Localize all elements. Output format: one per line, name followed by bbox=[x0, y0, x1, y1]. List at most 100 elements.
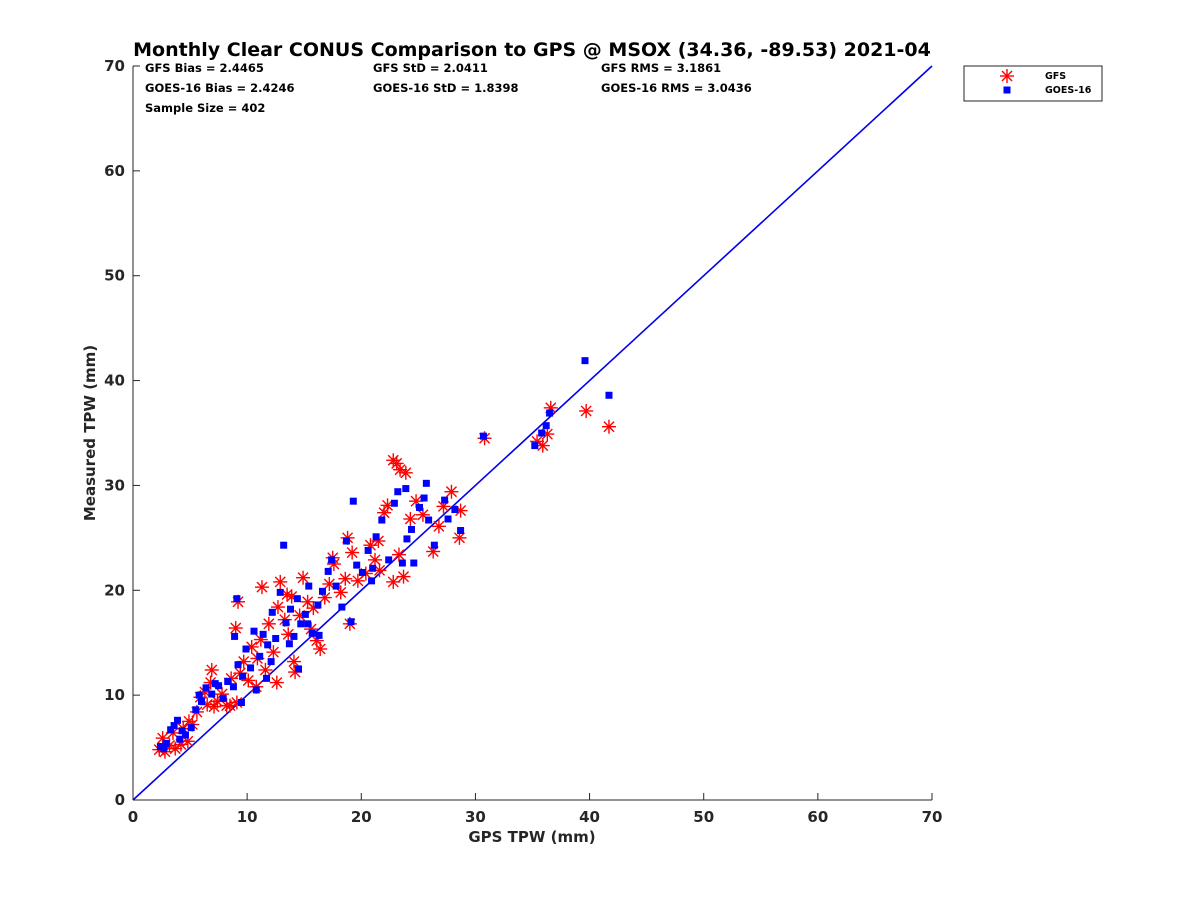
goes-16-point bbox=[293, 595, 301, 603]
y-tick-label: 20 bbox=[104, 581, 125, 599]
goes-16-point bbox=[402, 485, 410, 493]
goes-16-point bbox=[182, 731, 190, 739]
gfs-point bbox=[223, 698, 238, 713]
gfs-std-text: GFS StD = 2.0411 bbox=[373, 61, 488, 75]
goes-16-point bbox=[280, 541, 288, 549]
goes-bias-text: GOES-16 Bias = 2.4246 bbox=[145, 81, 294, 95]
y-tick-label: 50 bbox=[104, 267, 125, 285]
goes-16-point bbox=[394, 488, 402, 496]
goes-16-point bbox=[219, 694, 227, 702]
goes-16-point bbox=[398, 559, 406, 567]
goes-16-point bbox=[178, 727, 186, 735]
goes-16-point bbox=[234, 661, 242, 669]
y-ticks: 0 10 20 30 40 50 60 70 bbox=[104, 57, 140, 809]
goes-16-point bbox=[422, 479, 430, 487]
goes-16-point bbox=[531, 442, 539, 450]
gfs-point bbox=[269, 675, 284, 690]
legend-goes-16-marker bbox=[1003, 86, 1011, 94]
gfs-point bbox=[338, 571, 353, 586]
legend-gfs-marker bbox=[1000, 69, 1014, 83]
gfs-point bbox=[386, 453, 401, 468]
gfs-point bbox=[244, 639, 259, 654]
goes-16-point bbox=[308, 629, 316, 637]
y-tick-label: 30 bbox=[104, 476, 125, 494]
chart-title: Monthly Clear CONUS Comparison to GPS @ … bbox=[133, 39, 931, 61]
goes-16-point bbox=[202, 684, 210, 692]
x-tick-label: 20 bbox=[351, 808, 372, 826]
goes-16-point bbox=[237, 698, 245, 706]
goes-16-point bbox=[441, 496, 449, 504]
goes-16-point bbox=[242, 645, 250, 653]
gfs-point bbox=[386, 574, 401, 589]
goes-16-point bbox=[444, 515, 452, 523]
goes-16-point bbox=[546, 409, 554, 417]
axes bbox=[132, 66, 932, 801]
y-tick-label: 10 bbox=[104, 686, 125, 704]
goes-16-point bbox=[167, 726, 175, 734]
goes-16-point bbox=[318, 587, 326, 595]
goes-16-point bbox=[420, 494, 428, 502]
goes-16-point bbox=[314, 601, 322, 609]
gfs-bias-text: GFS Bias = 2.4465 bbox=[145, 61, 264, 75]
goes-16-point bbox=[208, 690, 216, 698]
x-tick-label: 10 bbox=[237, 808, 258, 826]
x-tick-label: 60 bbox=[807, 808, 828, 826]
gfs-point bbox=[579, 403, 594, 418]
legend-goes-16-square bbox=[1003, 86, 1011, 94]
goes-16-point bbox=[197, 697, 205, 705]
gfs-point bbox=[207, 699, 222, 714]
goes-16-point bbox=[211, 680, 219, 688]
goes-16-point bbox=[290, 632, 298, 640]
goes-std-text: GOES-16 StD = 1.8398 bbox=[373, 81, 518, 95]
goes-16-point bbox=[408, 525, 416, 533]
goes-16-point bbox=[239, 672, 247, 680]
goes-16-point bbox=[295, 665, 303, 673]
goes-16-point bbox=[304, 620, 312, 628]
goes-16-point bbox=[390, 499, 398, 507]
legend-gfs-asterisk bbox=[1000, 69, 1014, 83]
goes-16-point bbox=[430, 541, 438, 549]
gfs-point bbox=[345, 545, 360, 560]
goes-16-point bbox=[195, 691, 203, 699]
goes-16-point bbox=[364, 546, 372, 554]
y-tick-label: 0 bbox=[115, 791, 125, 809]
goes-rms-text: GOES-16 RMS = 3.0436 bbox=[601, 81, 752, 95]
goes-16-point bbox=[451, 506, 459, 514]
gfs-point bbox=[367, 552, 382, 567]
gfs-point bbox=[396, 569, 411, 584]
goes-16-point bbox=[305, 582, 313, 590]
x-tick-label: 70 bbox=[922, 808, 943, 826]
goes-16-point bbox=[256, 652, 264, 660]
gfs-point bbox=[286, 654, 301, 669]
goes-16-point bbox=[174, 716, 182, 724]
goes-16-point bbox=[605, 391, 613, 399]
goes-16-point bbox=[267, 658, 275, 666]
gfs-point bbox=[204, 662, 219, 677]
gfs-point bbox=[453, 503, 468, 518]
x-axis-label: GPS TPW (mm) bbox=[468, 828, 595, 846]
gfs-point bbox=[543, 400, 558, 415]
goes-16-point bbox=[368, 577, 376, 585]
goes-16-point bbox=[231, 632, 239, 640]
goes-16-point bbox=[425, 516, 433, 524]
goes-16-point bbox=[224, 678, 232, 686]
goes-16-point bbox=[385, 556, 393, 564]
y-axis-label: Measured TPW (mm) bbox=[81, 345, 99, 521]
legend: GFS GOES-16 bbox=[963, 65, 1103, 102]
gfs-series bbox=[152, 400, 616, 759]
x-tick-label: 30 bbox=[465, 808, 486, 826]
goes-16-point bbox=[415, 503, 423, 511]
goes-16-point bbox=[229, 683, 237, 691]
goes-16-point bbox=[247, 664, 255, 672]
x-tick-label: 0 bbox=[128, 808, 138, 826]
goes-16-point bbox=[328, 556, 336, 564]
goes-16-point bbox=[403, 535, 411, 543]
gfs-point bbox=[391, 547, 406, 562]
gfs-point bbox=[601, 419, 616, 434]
goes-16-point bbox=[252, 686, 260, 694]
goes-16-point bbox=[358, 568, 366, 576]
gfs-point bbox=[398, 465, 413, 480]
legend-goes-16-label: GOES-16 bbox=[1045, 85, 1092, 96]
stats-block: GFS Bias = 2.4465 GOES-16 Bias = 2.4246 … bbox=[145, 61, 752, 115]
